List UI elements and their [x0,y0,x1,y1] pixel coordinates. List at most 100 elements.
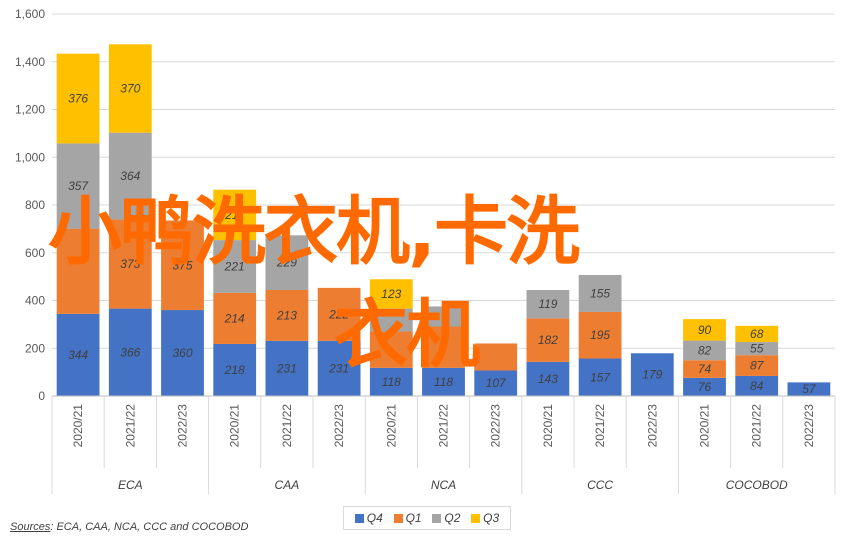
bar [56,143,100,229]
data-label: 182 [538,333,558,347]
group-label: COCOBOD [726,478,788,492]
category-label: 2021/22 [750,404,764,448]
bar [683,377,726,396]
y-tick-label: 800 [25,198,45,212]
legend-item: Q3 [471,511,499,525]
data-label: 231 [276,361,297,375]
y-tick-label: 1,200 [15,103,45,117]
group-label: CCC [587,478,613,492]
y-tick-label: 400 [25,294,45,308]
bar [369,308,413,332]
bar [526,318,570,362]
legend-item: Q2 [432,511,460,525]
data-label: 344 [68,348,88,362]
data-label: 74 [698,362,712,376]
category-label: 2022/23 [802,404,816,448]
category-label: 2020/21 [228,404,242,448]
category-label: 2020/21 [384,404,398,448]
data-label: 123 [381,287,401,301]
source-note: Sources: ECA, CAA, NCA, CCC and COCOBOD [10,521,248,533]
bar [422,306,465,327]
data-label: 222 [328,307,349,321]
y-tick-label: 1,400 [15,55,45,69]
data-label: 364 [120,169,140,183]
bar [578,358,622,396]
data-label: 143 [538,372,558,386]
y-tick-label: 600 [25,246,45,260]
bar [108,132,152,220]
bar [56,228,100,314]
group-label: NCA [431,478,456,492]
bar [265,340,309,396]
bar [474,343,518,371]
bar [735,375,779,396]
source-label: Sources [10,521,51,533]
data-label: 376 [68,92,88,106]
legend-label: Q4 [366,511,383,525]
data-label: 231 [328,361,349,375]
bar [787,382,831,396]
bar [213,189,257,241]
bar [683,340,726,361]
legend-item: Q4 [354,511,383,525]
data-label: 370 [120,81,140,95]
data-label: 179 [642,368,662,382]
bar [161,220,204,311]
legend-item: Q1 [393,511,422,525]
category-label: 2020/21 [541,404,555,448]
data-label: 84 [750,379,764,393]
data-label: 118 [382,375,401,389]
data-label: 214 [224,311,245,325]
bar [56,313,100,396]
data-label: 221 [224,259,245,273]
data-label: 82 [698,343,712,357]
category-label: 2020/21 [71,404,85,448]
data-label: 373 [120,257,140,271]
category-label: 2021/22 [437,404,451,448]
y-tick-label: 1,000 [15,150,45,164]
bar [265,289,309,341]
bar [369,331,413,368]
bar [317,287,361,341]
data-label: 76 [698,380,712,394]
bar [735,342,779,356]
legend-swatch [393,513,403,523]
bar [630,353,674,396]
bar [108,308,152,396]
category-label: 2021/22 [593,404,607,448]
data-label: 157 [590,370,611,384]
category-label: 2022/23 [489,404,503,448]
bar [422,326,465,368]
data-label: 229 [276,256,297,270]
data-label: 360 [172,346,192,360]
bar [422,367,465,396]
data-label: 375 [172,258,192,272]
legend-label: Q1 [405,511,422,525]
data-label: 118 [434,375,453,389]
data-label: 218 [224,363,245,377]
bar [56,53,100,144]
bar [369,279,413,309]
data-label: 107 [486,376,507,390]
bar [108,44,152,133]
data-label: 68 [750,327,764,341]
bar [735,325,779,343]
category-label: 2022/23 [176,404,190,448]
category-label: 2020/21 [698,404,712,448]
source-text: : ECA, CAA, NCA, CCC and COCOBOD [50,521,249,533]
bar [317,340,361,396]
legend-label: Q3 [483,511,500,525]
data-label: 57 [802,382,817,396]
legend-swatch [471,513,481,523]
bar [108,219,152,309]
data-label: 357 [68,179,89,193]
data-label: 90 [698,323,712,337]
legend: Q4 Q1 Q2 Q3 [343,506,511,530]
legend-swatch [432,513,442,523]
data-label: 211 [224,208,244,222]
y-tick-label: 0 [38,389,45,403]
legend-label: Q2 [444,511,461,525]
data-label: 87 [750,359,765,373]
data-label: 213 [276,308,297,322]
